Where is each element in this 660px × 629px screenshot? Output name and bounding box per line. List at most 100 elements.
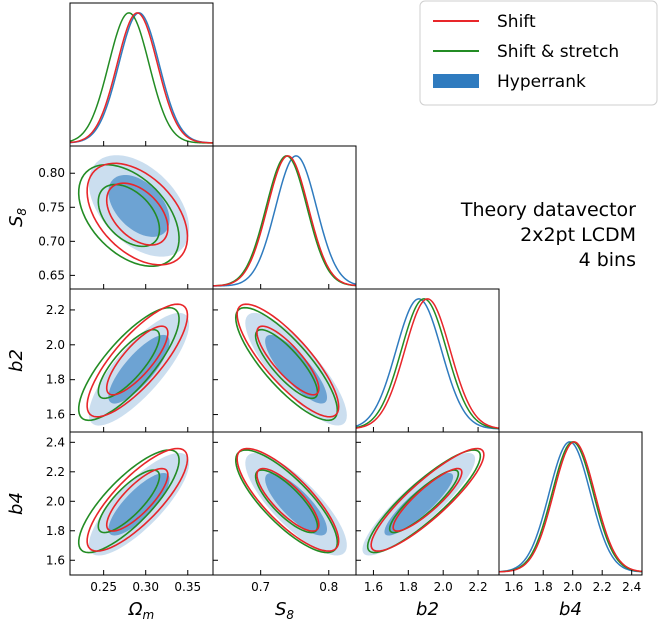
x-tick-label: 0.35 <box>174 580 201 594</box>
contour-shift-stretch-95 <box>234 449 339 554</box>
y-tick-label: 2.0 <box>46 338 65 352</box>
contour-shift-stretch-68 <box>254 328 319 400</box>
marginal-shift-stretch <box>213 155 356 287</box>
y-tick-label: 1.8 <box>46 373 65 387</box>
panel-frame <box>498 431 643 576</box>
x-tick-label: 0.7 <box>251 580 270 594</box>
contour-hyperrank-68 <box>265 334 328 404</box>
panel-b4-Om: 0.25 0.30 0.35 1.6 1.8 2.0 2.2 2.4 <box>46 431 214 594</box>
contour-shift-68 <box>392 467 463 532</box>
panel-content <box>499 441 642 573</box>
legend-swatch <box>433 74 479 88</box>
x-tick-label: 1.6 <box>364 580 383 594</box>
marginal-hyperrank <box>356 298 499 430</box>
contour-shift-stretch-95 <box>77 163 180 267</box>
legend-label: Shift <box>497 12 536 32</box>
panel-b2-Om: 1.6 1.8 2.0 2.2 <box>46 288 214 433</box>
marginal-hyperrank <box>499 441 642 573</box>
legend-label: Hyperrank <box>497 72 586 92</box>
marginal-hyperrank <box>70 12 213 144</box>
x-tick-label: 1.8 <box>534 580 553 594</box>
panel-b4-b4: 1.6 1.8 2.0 2.2 2.4 <box>498 431 643 594</box>
legend-box <box>419 0 658 106</box>
y-tick-label: 2.0 <box>46 494 65 508</box>
contour-shift-95 <box>86 303 189 418</box>
annotation-line: 2x2pt LCDM <box>520 224 636 246</box>
x-axis-label-b4: b4 <box>559 599 582 620</box>
panel-content <box>77 303 190 426</box>
x-tick-label: 1.6 <box>504 580 523 594</box>
panel-content <box>362 447 485 556</box>
y-tick-label: 2.2 <box>46 465 65 479</box>
x-tick-label: 1.8 <box>399 580 418 594</box>
panel-content <box>77 155 190 267</box>
x-axis-label-S8: S8 <box>275 599 294 622</box>
contour-hyperrank-68 <box>108 472 170 536</box>
contour-shift-95 <box>86 447 189 552</box>
x-tick-label: 2.0 <box>434 580 453 594</box>
y-tick-label: 1.6 <box>46 408 65 422</box>
panels-layer: 0.65 0.70 0.75 0.80 1.6 1.8 2.0 2.2 0.25 0.30 0.35… <box>6 2 643 622</box>
contour-shift-stretch-68 <box>254 469 319 534</box>
x-tick-label: 0.8 <box>319 580 338 594</box>
contour-shift-68 <box>105 467 169 532</box>
y-tick-label: 0.80 <box>38 166 65 180</box>
panel-content <box>70 12 213 144</box>
x-tick-label: 0.25 <box>90 580 117 594</box>
y-tick-label: 0.65 <box>38 268 65 282</box>
x-tick-label: 2.0 <box>563 580 582 594</box>
contour-shift-68 <box>105 325 169 396</box>
contour-shift-stretch-95 <box>234 306 339 422</box>
x-tick-label: 2.4 <box>622 580 641 594</box>
contour-shift-95 <box>236 447 340 552</box>
contour-shift-68 <box>256 467 320 532</box>
contour-hyperrank-68 <box>108 175 170 237</box>
x-axis-label-b2: b2 <box>416 599 439 620</box>
panel-b4-S8: 0.7 0.8 <box>212 431 357 594</box>
marginal-shift <box>70 12 213 144</box>
marginal-shift <box>213 155 356 287</box>
y-axis-label-b2: b2 <box>6 349 27 372</box>
panel-b4-b2: 1.6 1.8 2.0 2.2 <box>355 431 500 594</box>
panel-frame <box>69 2 214 147</box>
x-tick-label: 2.2 <box>469 580 488 594</box>
panel-frame <box>212 145 357 290</box>
contour-shift-stretch-95 <box>77 306 180 422</box>
contour-hyperrank-68 <box>265 472 328 536</box>
contour-shift-stretch-68 <box>388 469 460 534</box>
annotation-line: Theory datavector <box>460 199 636 221</box>
contour-shift-stretch-68 <box>97 328 161 400</box>
marginal-shift-stretch <box>499 441 642 573</box>
x-tick-label: 2.2 <box>593 580 612 594</box>
contour-shift-stretch-95 <box>77 449 180 554</box>
annotation: Theory datavector 2x2pt LCDM 4 bins <box>460 199 636 271</box>
panel-content <box>234 447 347 556</box>
panel-S8-Om: 0.65 0.70 0.75 0.80 <box>38 145 214 290</box>
panel-S8-S8 <box>212 145 357 290</box>
marginal-shift <box>499 441 642 573</box>
contour-shift-95 <box>370 447 485 552</box>
marginal-shift-stretch <box>70 12 213 144</box>
y-axis-label-S8: S8 <box>6 208 29 227</box>
y-tick-label: 1.8 <box>46 524 65 538</box>
legend: Shift Shift & stretch Hyperrank <box>419 0 658 106</box>
y-axis-label-b4: b4 <box>6 492 27 515</box>
panel-Om-Om <box>69 2 214 147</box>
x-tick-label: 0.30 <box>132 580 159 594</box>
panel-content <box>356 298 499 430</box>
contour-shift-68 <box>105 182 169 246</box>
panel-content <box>234 303 347 426</box>
marginal-shift <box>356 298 499 429</box>
marginal-hyperrank <box>213 155 356 287</box>
panel-content <box>213 155 356 287</box>
panel-b2-b2 <box>355 288 500 433</box>
panel-b2-S8 <box>212 288 357 433</box>
y-tick-label: 2.4 <box>46 435 65 449</box>
panel-content <box>77 447 190 556</box>
contour-shift-stretch-68 <box>97 469 161 534</box>
contour-shift-95 <box>236 303 340 418</box>
y-tick-label: 2.2 <box>46 303 65 317</box>
legend-label: Shift & stretch <box>497 42 619 62</box>
y-tick-label: 0.75 <box>38 200 65 214</box>
